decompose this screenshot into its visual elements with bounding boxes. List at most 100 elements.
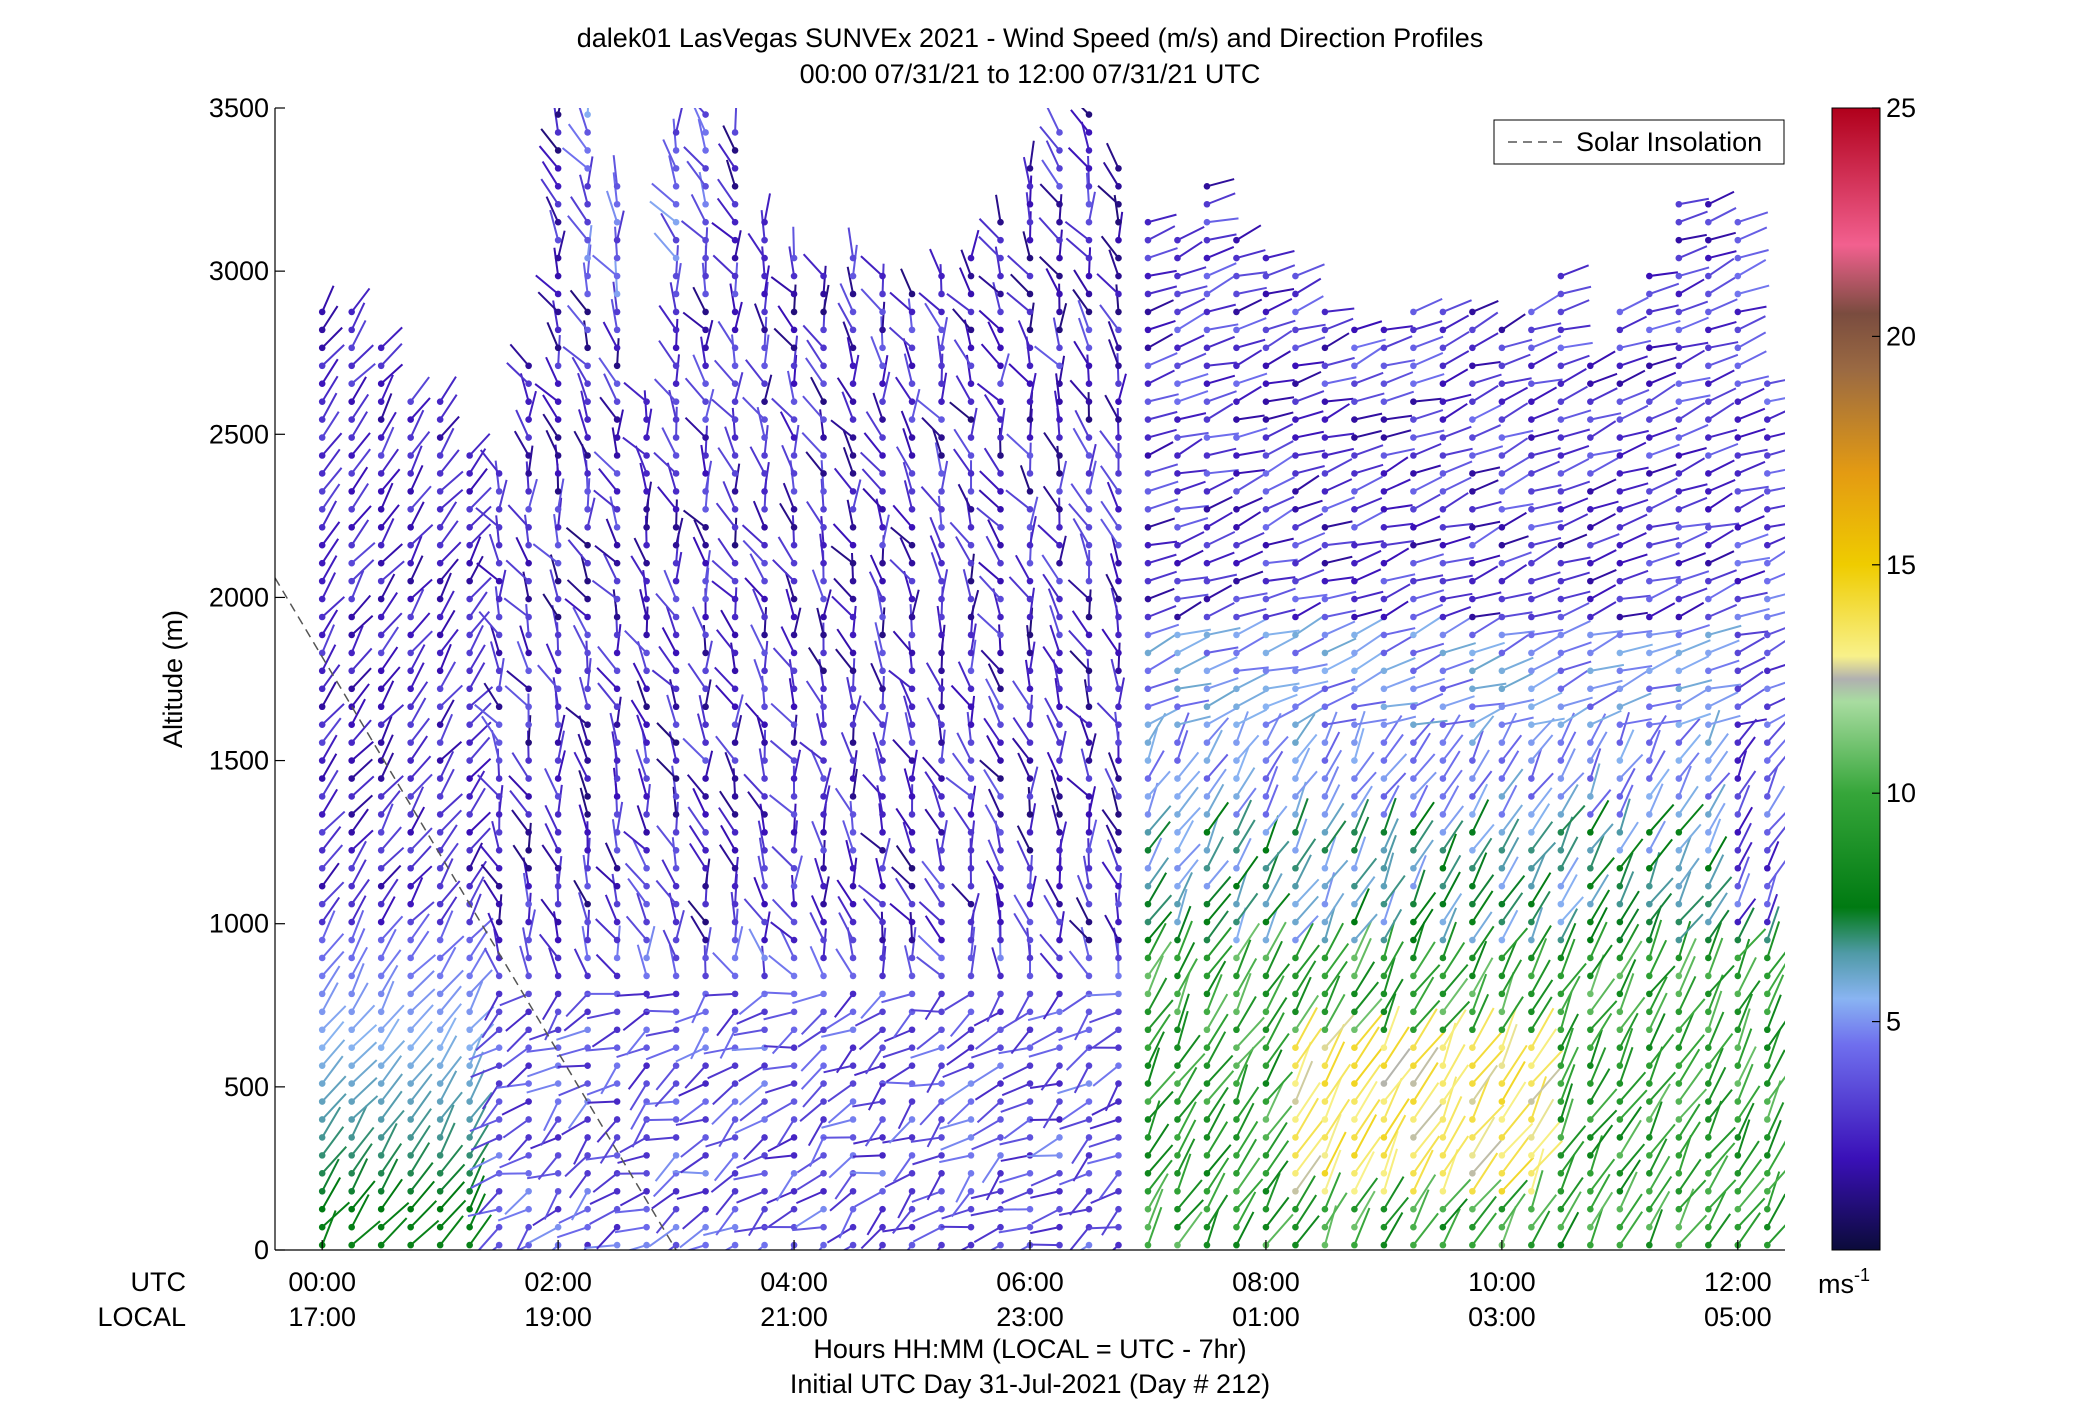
wind-barb <box>1147 247 1178 260</box>
wind-barb-dot <box>879 434 886 441</box>
wind-barb <box>1235 672 1268 690</box>
wind-barb <box>833 577 854 600</box>
wind-barb <box>573 948 589 977</box>
wind-barb <box>1500 1005 1518 1049</box>
wind-barb-dot <box>1144 452 1152 459</box>
wind-barb-dot <box>466 793 473 800</box>
wind-barb-dot <box>1233 290 1240 298</box>
wind-barb-dot <box>1587 595 1594 603</box>
wind-barb-dot <box>1587 649 1594 657</box>
wind-barb-dot <box>1321 416 1329 423</box>
wind-barb <box>557 784 563 815</box>
wind-barb <box>594 544 618 564</box>
wind-barb <box>1501 716 1534 726</box>
wind-barb-dot <box>849 362 857 370</box>
wind-barb <box>1471 783 1489 815</box>
wind-barb-dot <box>938 667 945 675</box>
wind-barb <box>888 326 913 349</box>
wind-barb-dot <box>938 1008 945 1016</box>
wind-barb-dot <box>938 1205 945 1213</box>
wind-barb-dot <box>1262 1044 1270 1052</box>
wind-barb-dot <box>879 506 886 513</box>
wind-barb-dot <box>879 1134 886 1141</box>
wind-barb-dot <box>1439 1116 1447 1123</box>
wind-barb-dot <box>318 721 326 728</box>
wind-barb-dot <box>1144 649 1152 657</box>
wind-barb <box>1412 999 1441 1031</box>
wind-barb-dot <box>495 847 503 854</box>
wind-barb <box>1096 702 1120 726</box>
wind-barb <box>872 392 884 420</box>
wind-barb <box>1354 371 1384 385</box>
wind-barb-dot <box>1233 703 1240 711</box>
wind-barb-dot <box>318 972 326 980</box>
wind-barb-dot <box>672 936 680 944</box>
wind-barb <box>1648 1209 1663 1246</box>
wind-barb <box>940 624 946 654</box>
wind-barb-dot <box>1026 488 1034 495</box>
wind-barb-dot <box>761 1152 768 1159</box>
wind-barb-dot <box>1262 523 1270 531</box>
wind-barb-dot <box>584 362 591 370</box>
wind-barb <box>1045 878 1061 905</box>
wind-barb-dot <box>407 434 414 441</box>
wind-barb <box>1294 1027 1323 1067</box>
wind-barb <box>629 1083 648 1111</box>
wind-barb <box>1236 666 1269 672</box>
wind-barb <box>1038 216 1061 241</box>
wind-barb-dot <box>1528 1008 1535 1016</box>
wind-barb <box>1019 465 1031 492</box>
wind-barb-dot <box>997 900 1004 908</box>
wind-barb-dot <box>348 667 355 675</box>
wind-barb <box>321 1146 348 1174</box>
wind-barb-dot <box>1616 1205 1624 1213</box>
wind-barb-dot <box>377 344 385 352</box>
wind-barb <box>470 1064 500 1078</box>
wind-barb-dot <box>554 308 562 316</box>
wind-barb-dot <box>967 1044 975 1052</box>
wind-barb-dot <box>879 1241 886 1249</box>
wind-barb <box>1176 1089 1203 1121</box>
wind-barb <box>784 572 796 600</box>
wind-barb-dot <box>525 1205 532 1213</box>
wind-barb-dot <box>1380 864 1388 872</box>
wind-barb-dot <box>1262 1098 1270 1105</box>
wind-barb-dot <box>1085 1152 1093 1159</box>
wind-barb-dot <box>1115 559 1122 567</box>
wind-barb-dot <box>1410 1116 1417 1123</box>
wind-barb-dot <box>1115 290 1122 298</box>
wind-barb-dot <box>1144 918 1152 926</box>
wind-barb <box>1501 377 1532 385</box>
wind-barb <box>1147 410 1178 421</box>
wind-barb-dot <box>702 685 709 693</box>
wind-barb <box>468 591 488 618</box>
wind-barb <box>1560 857 1579 887</box>
wind-barb <box>1039 952 1061 977</box>
wind-barb-dot <box>1616 972 1624 980</box>
wind-barb <box>897 1190 913 1219</box>
wind-barb <box>1177 517 1209 529</box>
wind-barb <box>1353 961 1376 995</box>
wind-barb-dot <box>1498 488 1506 495</box>
wind-barb <box>1442 299 1472 313</box>
wind-barb-dot <box>1469 398 1476 405</box>
wind-barb-dot <box>1144 326 1152 334</box>
wind-barb <box>1501 473 1530 493</box>
wind-barb-dot <box>1144 344 1152 352</box>
wind-barb-dot <box>407 613 414 621</box>
wind-barb <box>380 1109 405 1139</box>
wind-barb-dot <box>1587 1116 1594 1123</box>
wind-barb <box>439 985 462 1013</box>
wind-barb <box>1046 751 1061 779</box>
wind-barb-dot <box>1557 559 1565 567</box>
wind-barb <box>1412 297 1443 313</box>
wind-barb <box>1471 874 1495 905</box>
wind-barb-dot <box>436 972 444 980</box>
wind-barb <box>921 860 943 887</box>
wind-barb <box>1471 730 1484 761</box>
wind-barb-dot <box>1469 541 1476 549</box>
wind-barb <box>1412 1189 1430 1228</box>
wind-barb <box>632 839 648 869</box>
wind-barb-dot <box>495 882 503 890</box>
wind-barb <box>1560 513 1589 529</box>
